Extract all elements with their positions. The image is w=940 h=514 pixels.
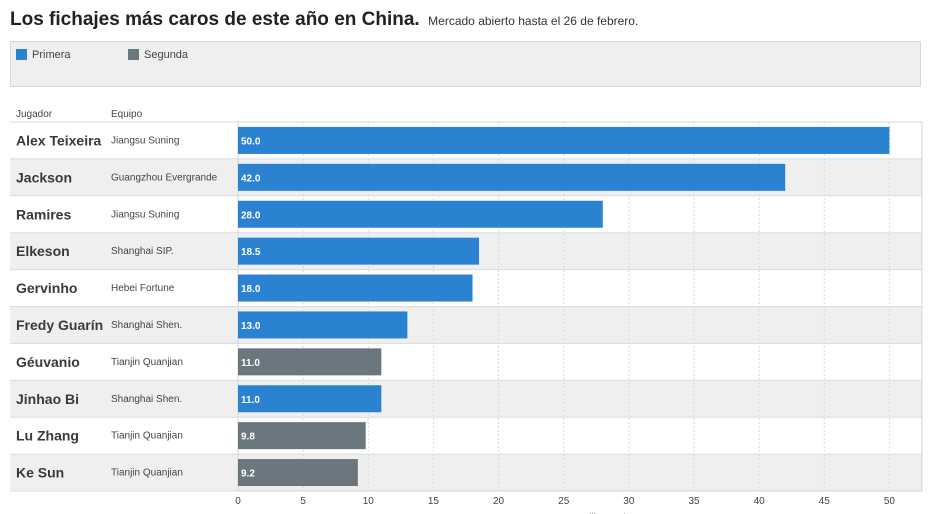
row-background: [10, 306, 922, 344]
legend-label-primera: Primera: [32, 49, 71, 61]
player-name-gervinho: Gervinho: [16, 280, 77, 296]
team-name-ke-sun: Tianjin Quanjian: [111, 468, 183, 479]
chart-subtitle: Mercado abierto hasta el 26 de febrero.: [428, 14, 639, 28]
x-tick-label-5: 5: [300, 496, 306, 507]
bar-lu-zhang: [238, 422, 366, 450]
bar-value-label-geuvanio: 11.0: [241, 358, 260, 369]
bar-ramires: [238, 200, 603, 228]
player-name-ke-sun: Ke Sun: [16, 465, 64, 481]
bar-value-label-fredy-guarin: 13.0: [241, 321, 261, 332]
player-name-jackson: Jackson: [16, 169, 72, 185]
legend-item-primera[interactable]: Primera: [16, 49, 71, 61]
bar-value-label-ke-sun: 9.2: [241, 469, 255, 480]
player-name-elkeson: Elkeson: [16, 243, 70, 259]
bar-value-label-alex-teixeira: 50.0: [241, 136, 261, 147]
bar-ke-sun: [238, 459, 358, 487]
bar-value-label-jinhao-bi: 11.0: [241, 395, 260, 406]
legend: Primera Segunda: [10, 41, 921, 87]
row-background: [10, 417, 922, 455]
player-name-ramires: Ramires: [16, 206, 71, 222]
player-name-alex-teixeira: Alex Teixeira: [16, 132, 102, 148]
legend-item-segunda[interactable]: Segunda: [128, 49, 188, 61]
team-name-fredy-guarin: Shanghai Shen.: [111, 320, 182, 331]
team-name-alex-teixeira: Jiangsu Suning: [111, 135, 179, 146]
bar-gervinho: [238, 274, 473, 302]
legend-label-segunda: Segunda: [144, 49, 189, 61]
player-name-lu-zhang: Lu Zhang: [16, 428, 79, 444]
x-tick-label-0: 0: [235, 496, 241, 507]
x-tick-label-45: 45: [819, 496, 831, 507]
bar-jinhao-bi: [238, 385, 382, 413]
bar-fredy-guarin: [238, 311, 408, 339]
legend-swatch-segunda: [128, 49, 139, 60]
bar-geuvanio: [238, 348, 382, 376]
bar-alex-teixeira: [238, 126, 890, 154]
bar-elkeson: [238, 237, 480, 265]
chart-title-row: Los fichajes más caros de este año en Ch…: [10, 9, 638, 31]
bar-value-label-jackson: 42.0: [241, 173, 261, 184]
player-name-geuvanio: Géuvanio: [16, 354, 80, 370]
team-name-ramires: Jiangsu Suning: [111, 209, 179, 220]
plot-frame: [237, 121, 923, 492]
row-background: [10, 343, 922, 381]
team-name-gervinho: Hebei Fortune: [111, 283, 175, 294]
x-tick-label-25: 25: [558, 496, 570, 507]
bar-value-label-ramires: 28.0: [241, 210, 261, 221]
bar-value-label-lu-zhang: 9.8: [241, 432, 255, 443]
x-tick-label-30: 30: [623, 496, 635, 507]
row-background: [10, 454, 922, 491]
bar-jackson: [238, 163, 786, 191]
x-tick-label-15: 15: [428, 496, 440, 507]
column-header-team: Equipo: [111, 109, 143, 120]
column-header-player: Jugador: [16, 109, 53, 120]
legend-swatch-primera: [16, 49, 27, 60]
chart-title: Los fichajes más caros de este año en Ch…: [10, 9, 420, 30]
x-tick-label-40: 40: [754, 496, 766, 507]
team-name-lu-zhang: Tianjin Quanjian: [111, 431, 183, 442]
x-tick-label-20: 20: [493, 496, 505, 507]
x-tick-label-10: 10: [363, 496, 375, 507]
bar-value-label-gervinho: 18.0: [241, 284, 261, 295]
player-name-jinhao-bi: Jinhao Bi: [16, 391, 79, 407]
team-name-elkeson: Shanghai SIP.: [111, 246, 174, 257]
x-tick-label-50: 50: [884, 496, 896, 507]
team-name-jackson: Guangzhou Evergrande: [111, 172, 218, 183]
team-name-jinhao-bi: Shanghai Shen.: [111, 394, 182, 405]
row-background: [10, 380, 922, 418]
team-name-geuvanio: Tianjin Quanjian: [111, 357, 183, 368]
bar-value-label-elkeson: 18.5: [241, 247, 261, 258]
x-tick-label-35: 35: [688, 496, 700, 507]
player-name-fredy-guarin: Fredy Guarín: [16, 317, 103, 333]
